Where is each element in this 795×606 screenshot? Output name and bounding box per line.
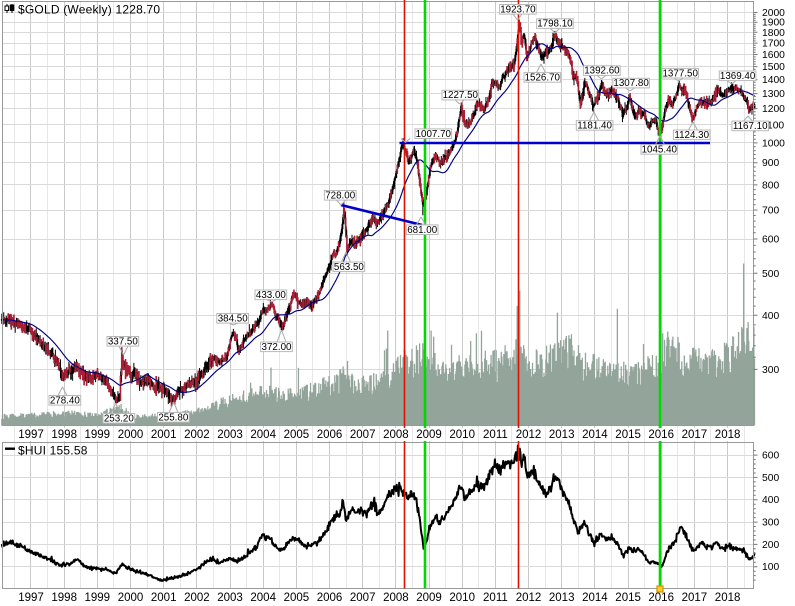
svg-text:1500: 1500 — [762, 62, 785, 73]
svg-text:253.20: 253.20 — [104, 413, 135, 424]
svg-text:2013: 2013 — [549, 592, 575, 604]
svg-text:384.50: 384.50 — [218, 313, 249, 324]
svg-text:1997: 1997 — [18, 429, 44, 441]
svg-text:2002: 2002 — [184, 592, 210, 604]
svg-text:728.00: 728.00 — [325, 190, 356, 201]
svg-text:$GOLD (Weekly) 1228.70: $GOLD (Weekly) 1228.70 — [18, 3, 160, 17]
svg-text:2015: 2015 — [615, 429, 641, 441]
svg-text:1124.30: 1124.30 — [674, 130, 709, 141]
svg-text:337.50: 337.50 — [108, 336, 139, 347]
svg-text:2017: 2017 — [682, 429, 708, 441]
svg-text:600: 600 — [762, 235, 779, 246]
svg-text:2012: 2012 — [516, 592, 542, 604]
svg-text:1100: 1100 — [762, 121, 784, 132]
svg-text:1200: 1200 — [762, 104, 785, 115]
svg-text:681.00: 681.00 — [407, 225, 438, 236]
svg-text:1923.70: 1923.70 — [500, 4, 536, 15]
svg-text:2014: 2014 — [582, 429, 608, 441]
svg-text:2008: 2008 — [383, 429, 409, 441]
svg-text:500: 500 — [762, 269, 779, 280]
svg-text:2001: 2001 — [151, 592, 177, 604]
svg-text:2005: 2005 — [284, 429, 310, 441]
svg-text:2000: 2000 — [118, 429, 144, 441]
svg-text:1045.40: 1045.40 — [642, 145, 678, 156]
svg-text:563.50: 563.50 — [334, 262, 365, 273]
svg-text:2011: 2011 — [483, 592, 508, 604]
svg-text:2018: 2018 — [715, 592, 741, 604]
svg-text:2009: 2009 — [416, 429, 442, 441]
svg-text:2018: 2018 — [715, 429, 741, 441]
svg-text:2000: 2000 — [762, 8, 785, 19]
svg-text:2006: 2006 — [317, 429, 343, 441]
svg-text:2005: 2005 — [284, 592, 310, 604]
svg-text:1400: 1400 — [762, 75, 785, 86]
svg-text:2011: 2011 — [483, 429, 508, 441]
svg-text:278.40: 278.40 — [50, 395, 81, 406]
svg-text:900: 900 — [762, 158, 779, 169]
svg-text:300: 300 — [762, 518, 779, 529]
svg-text:1167.10: 1167.10 — [733, 121, 768, 132]
svg-text:1900: 1900 — [762, 18, 785, 29]
svg-text:2015: 2015 — [615, 592, 641, 604]
svg-text:1000: 1000 — [762, 138, 785, 149]
svg-text:2004: 2004 — [250, 429, 276, 441]
svg-text:1600: 1600 — [762, 50, 785, 61]
svg-text:2013: 2013 — [549, 429, 575, 441]
svg-text:700: 700 — [762, 206, 779, 217]
svg-text:1181.40: 1181.40 — [577, 121, 612, 132]
svg-text:1997: 1997 — [18, 592, 44, 604]
svg-text:200: 200 — [762, 540, 779, 551]
svg-text:1227.50: 1227.50 — [443, 90, 479, 101]
svg-text:2010: 2010 — [449, 592, 475, 604]
svg-text:2009: 2009 — [416, 592, 442, 604]
svg-text:1700: 1700 — [762, 39, 785, 50]
svg-text:2007: 2007 — [350, 429, 376, 441]
svg-text:2002: 2002 — [184, 429, 210, 441]
svg-text:1800: 1800 — [762, 28, 785, 39]
svg-text:2003: 2003 — [217, 429, 243, 441]
svg-text:1300: 1300 — [762, 89, 785, 100]
svg-text:2012: 2012 — [516, 429, 542, 441]
svg-text:1998: 1998 — [51, 592, 77, 604]
svg-text:2007: 2007 — [350, 592, 376, 604]
svg-text:1377.50: 1377.50 — [662, 68, 698, 79]
svg-text:433.00: 433.00 — [256, 290, 287, 301]
svg-text:2001: 2001 — [151, 429, 177, 441]
svg-text:600: 600 — [762, 451, 779, 462]
svg-text:2014: 2014 — [582, 592, 608, 604]
svg-text:2006: 2006 — [317, 592, 343, 604]
svg-text:1999: 1999 — [85, 592, 111, 604]
svg-text:372.00: 372.00 — [262, 342, 293, 353]
svg-text:2004: 2004 — [250, 592, 276, 604]
svg-text:300: 300 — [762, 365, 779, 376]
svg-text:1392.60: 1392.60 — [584, 66, 620, 77]
svg-text:1526.70: 1526.70 — [525, 73, 561, 84]
svg-text:2008: 2008 — [383, 592, 409, 604]
svg-text:100: 100 — [762, 562, 779, 573]
svg-text:400: 400 — [762, 495, 779, 506]
svg-text:2003: 2003 — [217, 592, 243, 604]
svg-text:255.80: 255.80 — [158, 412, 189, 423]
svg-text:2000: 2000 — [118, 592, 144, 604]
svg-text:$HUI 155.58: $HUI 155.58 — [18, 444, 88, 458]
svg-text:800: 800 — [762, 180, 779, 191]
svg-text:1798.10: 1798.10 — [537, 19, 573, 30]
svg-text:1007.70: 1007.70 — [416, 129, 452, 140]
svg-text:2010: 2010 — [449, 429, 475, 441]
svg-text:2016: 2016 — [648, 429, 674, 441]
svg-text:2017: 2017 — [682, 592, 708, 604]
svg-text:1307.80: 1307.80 — [613, 78, 649, 89]
svg-text:400: 400 — [762, 311, 779, 322]
svg-text:500: 500 — [762, 473, 779, 484]
svg-text:1999: 1999 — [85, 429, 111, 441]
svg-text:1369.40: 1369.40 — [720, 71, 756, 82]
svg-text:1998: 1998 — [51, 429, 77, 441]
svg-text:2016: 2016 — [648, 592, 674, 604]
